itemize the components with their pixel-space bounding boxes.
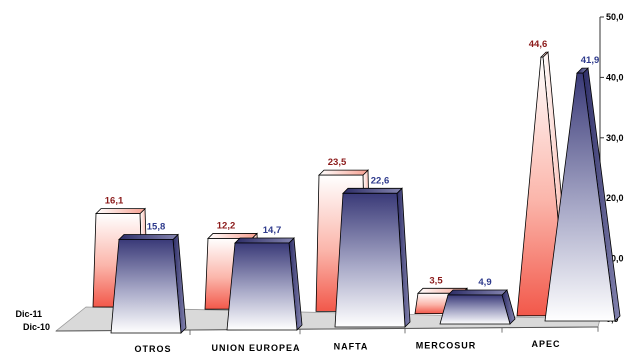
bar-dic-10-top <box>342 187 403 194</box>
series-label-dic-10: Dic-10 <box>23 322 50 332</box>
category-label: APEC <box>531 339 560 349</box>
y-tick-label: 10,0 <box>606 254 624 264</box>
y-tick-label: 50,0 <box>606 12 624 22</box>
bar-dic-10-front <box>439 294 511 325</box>
category-label: MERCOSUR <box>416 340 477 350</box>
data-label-dic-11: 23,5 <box>328 157 347 168</box>
data-label-dic-10: 41,9 <box>581 55 600 66</box>
data-label-dic-11: 16,1 <box>105 196 124 207</box>
bar-dic-10 <box>110 233 187 334</box>
data-label-dic-10: 14,7 <box>263 225 282 236</box>
bar-dic-10-top <box>234 237 295 244</box>
data-label-dic-10: 4,9 <box>478 277 491 288</box>
bar-dic-10-front <box>334 192 406 328</box>
bar-dic-11-top <box>95 208 146 215</box>
bar-dic-10 <box>226 237 303 331</box>
bar-dic-10 <box>544 67 621 322</box>
bar-dic-10 <box>334 187 411 328</box>
y-tick-label: 20,0 <box>606 193 624 203</box>
category-label: OTROS <box>134 344 171 354</box>
data-label-dic-10: 22,6 <box>371 175 390 186</box>
y-tick-label: 30,0 <box>606 133 624 143</box>
data-label-dic-11: 44,6 <box>529 39 548 50</box>
bar-dic-10-top <box>447 289 508 296</box>
data-label-dic-10: 15,8 <box>147 222 166 233</box>
category-label: NAFTA <box>334 342 369 352</box>
bar-dic-10-front <box>544 72 616 322</box>
bar-dic-10-top <box>118 234 179 240</box>
data-label-dic-11: 3,5 <box>429 275 443 286</box>
y-tick-label: 40,0 <box>606 72 624 82</box>
bar-dic-10 <box>439 289 516 325</box>
bar-dic-11-top <box>318 169 369 176</box>
bar-dic-10-front <box>226 242 298 331</box>
category-label: UNION EUROPEA <box>211 343 300 353</box>
series-label-dic-11: Dic-11 <box>15 309 42 319</box>
data-label-dic-11: 12,2 <box>217 220 236 231</box>
bar-dic-10-front <box>110 239 182 334</box>
